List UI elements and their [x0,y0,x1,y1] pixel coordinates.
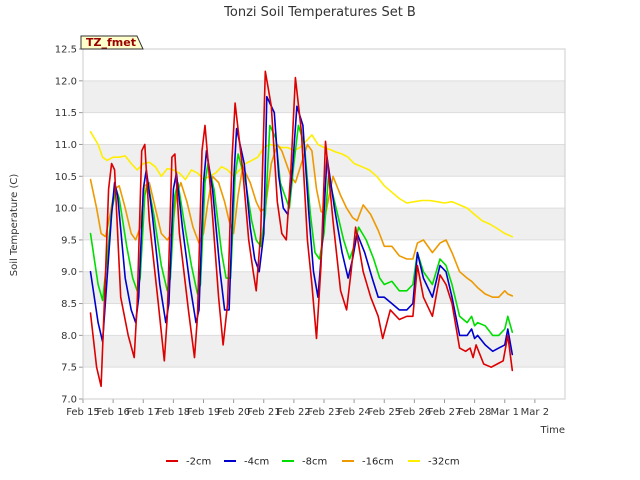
y-tick-label: 12.0 [55,76,77,87]
badge-label: TZ_fmet [86,36,136,49]
y-tick-label: 10.5 [55,172,77,183]
y-tick-label: 11.0 [55,140,77,151]
legend: -2cm -4cm -8cm -16cm -32cm [166,457,460,468]
legend-label: -32cm [428,457,460,468]
x-tick-label: Mar 2 [521,407,549,418]
x-tick-label: Feb 15 [66,407,100,418]
x-tick-label: Mar 1 [491,407,519,418]
y-tick-label: 12.5 [55,45,77,56]
x-tick-label: Feb 27 [428,407,462,418]
x-tick-label: Feb 24 [337,407,371,418]
y-tick-label: 10.0 [55,204,77,215]
grid-band [83,80,565,113]
x-axis-title: Time [540,425,565,436]
dataset-badge: TZ_fmet [80,35,144,50]
x-tick-label: Feb 22 [277,407,311,418]
grid-bands [83,80,565,368]
y-tick-label: 9.5 [61,235,77,246]
series-line-8cm [89,124,514,337]
x-tick-label: Feb 21 [247,407,281,418]
x-tick-label: Feb 19 [187,407,221,418]
y-tick-label: 7.5 [61,363,77,374]
x-tick-label: Feb 16 [96,407,130,418]
series-lines [89,70,514,388]
x-tick-label: Feb 26 [398,407,432,418]
x-tick-label: Feb 20 [217,407,251,418]
y-tick-label: 11.5 [55,108,77,119]
y-axis-ticks: 7.0 7.5 8.0 8.5 9.0 9.5 10.0 10.5 11.0 11.5 12.0 12… [55,45,83,406]
y-tick-label: 8.5 [61,299,77,310]
chart-title: Tonzi Soil Temperatures Set B [223,5,416,20]
series-line-4cm [89,95,514,356]
y-tick-label: 9.0 [61,267,77,278]
x-tick-label: Feb 18 [157,407,191,418]
legend-label: -8cm [302,457,327,468]
series-line-16cm [89,143,514,299]
y-tick-label: 7.0 [61,395,77,406]
y-tick-label: 8.0 [61,331,77,342]
legend-label: -16cm [362,457,394,468]
x-tick-label: Feb 23 [307,407,341,418]
series-line-32cm [89,130,514,238]
badge-box [80,35,144,50]
y-axis-title: Soil Temperature (C) [9,174,20,277]
x-tick-label: Feb 28 [458,407,492,418]
series-line-2cm [89,70,514,388]
legend-label: -4cm [244,457,269,468]
x-tick-label: Feb 17 [126,407,160,418]
x-tick-label: Feb 25 [367,407,401,418]
plot-frame [82,48,566,400]
legend-label: -2cm [186,457,211,468]
